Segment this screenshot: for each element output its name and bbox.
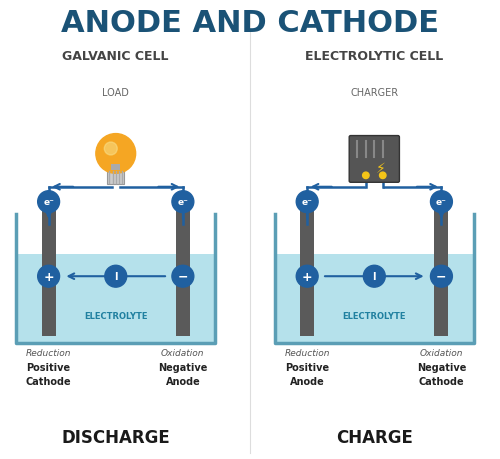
Text: I: I [372, 272, 376, 282]
Text: CHARGE: CHARGE [336, 428, 412, 446]
FancyBboxPatch shape [176, 202, 190, 336]
FancyBboxPatch shape [300, 202, 314, 336]
Circle shape [38, 191, 60, 213]
Circle shape [172, 266, 194, 287]
Text: I: I [114, 272, 117, 282]
FancyBboxPatch shape [275, 254, 474, 343]
Text: Oxidation: Oxidation [420, 348, 463, 358]
Text: e⁻: e⁻ [302, 198, 312, 207]
FancyBboxPatch shape [42, 202, 56, 336]
Text: Cathode: Cathode [418, 376, 464, 386]
Circle shape [430, 266, 452, 287]
Text: ELECTROLYTE: ELECTROLYTE [342, 312, 406, 321]
Text: Anode: Anode [166, 376, 200, 386]
Circle shape [105, 266, 126, 287]
Text: Positive: Positive [26, 363, 70, 372]
FancyBboxPatch shape [112, 165, 120, 171]
Text: e⁻: e⁻ [43, 198, 54, 207]
Circle shape [296, 266, 318, 287]
Text: ⚡: ⚡ [376, 162, 385, 175]
Text: ELECTROLYTE: ELECTROLYTE [84, 312, 148, 321]
Circle shape [104, 143, 117, 156]
Text: ANODE AND CATHODE: ANODE AND CATHODE [61, 9, 439, 38]
Text: Oxidation: Oxidation [161, 348, 204, 358]
Text: DISCHARGE: DISCHARGE [62, 428, 170, 446]
FancyBboxPatch shape [108, 170, 124, 185]
Text: Reduction: Reduction [26, 348, 72, 358]
Text: e⁻: e⁻ [178, 198, 188, 207]
Circle shape [364, 266, 385, 287]
FancyBboxPatch shape [16, 254, 215, 343]
Text: CHARGER: CHARGER [350, 88, 399, 98]
Circle shape [380, 173, 386, 179]
Circle shape [296, 191, 318, 213]
Circle shape [430, 191, 452, 213]
Text: +: + [302, 270, 312, 283]
Text: Cathode: Cathode [26, 376, 72, 386]
Text: −: − [436, 270, 446, 283]
Text: ELECTROLYTIC CELL: ELECTROLYTIC CELL [305, 50, 444, 62]
Circle shape [96, 134, 136, 174]
FancyBboxPatch shape [349, 136, 400, 183]
Text: Anode: Anode [290, 376, 324, 386]
Text: Reduction: Reduction [284, 348, 330, 358]
Circle shape [172, 191, 194, 213]
Text: LOAD: LOAD [102, 88, 129, 98]
Circle shape [362, 173, 369, 179]
FancyBboxPatch shape [434, 202, 448, 336]
Circle shape [38, 266, 60, 287]
Text: +: + [44, 270, 54, 283]
Text: Negative: Negative [158, 363, 208, 372]
Text: GALVANIC CELL: GALVANIC CELL [62, 50, 169, 62]
Text: Negative: Negative [416, 363, 466, 372]
Text: e⁻: e⁻ [436, 198, 447, 207]
Text: Positive: Positive [285, 363, 329, 372]
Text: −: − [178, 270, 188, 283]
